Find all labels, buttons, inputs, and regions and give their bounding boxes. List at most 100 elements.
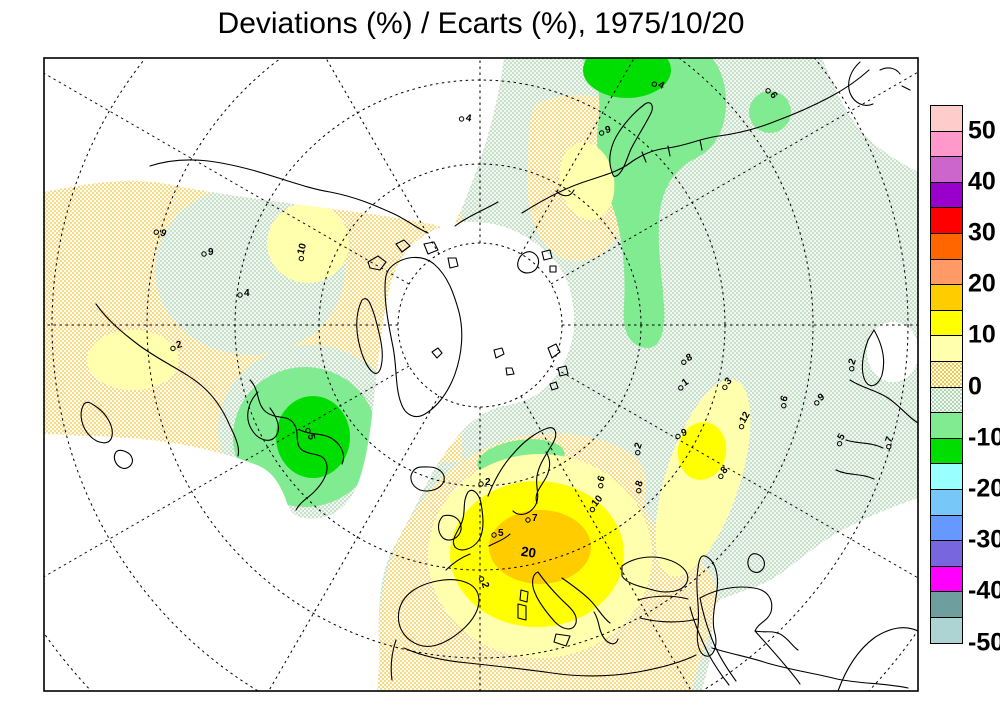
svg-text:5: 5 — [836, 432, 849, 443]
station-marker: 8 — [634, 479, 646, 494]
graticule-meridian — [550, 71, 918, 285]
coastline-balkans-greece — [561, 577, 619, 645]
colorbar-cell-pos_45_50 — [930, 130, 963, 158]
station-marker: 6 — [765, 88, 780, 101]
graticule-meridian — [44, 72, 410, 285]
coastline-uk-ireland — [437, 489, 484, 551]
svg-text:9: 9 — [680, 427, 689, 439]
svg-text:20: 20 — [520, 544, 537, 561]
svg-text:9: 9 — [208, 247, 214, 258]
station-marker: 7 — [884, 435, 896, 450]
colorbar-tick-label: -30 — [968, 525, 1000, 554]
svg-text:5: 5 — [305, 433, 317, 441]
svg-text:6: 6 — [767, 90, 779, 101]
region-siberia-minus5 — [580, 58, 727, 349]
svg-text:5: 5 — [498, 528, 504, 539]
coastline-black-sea — [621, 556, 689, 593]
region-no-data-east-patch — [867, 322, 918, 382]
coastline-italy — [517, 571, 577, 647]
svg-text:6: 6 — [779, 394, 791, 403]
station-marker: 1 — [678, 376, 691, 391]
coastline-okhotsk — [835, 329, 918, 480]
coastline-iceland — [410, 466, 445, 492]
station-marker: 5 — [836, 432, 849, 447]
coastline-greenland — [384, 256, 463, 418]
station-marker: 2 — [478, 477, 491, 488]
coastline-arabia — [689, 586, 801, 686]
colorbar-cell-neg_20_25 — [930, 489, 963, 516]
colorbar-cell-neg_35_40 — [930, 565, 963, 593]
svg-text:9: 9 — [604, 124, 612, 136]
colorbar-tick-label: -20 — [968, 474, 1000, 503]
coastline-north-africa — [390, 639, 697, 681]
svg-text:2: 2 — [633, 441, 645, 450]
coastline-severnaya-zemlya — [547, 343, 569, 391]
svg-text:7: 7 — [884, 435, 896, 444]
region-gulf-alaska-plus5 — [87, 330, 179, 390]
graticule-meridian — [520, 395, 692, 691]
colorbar-tick-label: 0 — [968, 372, 982, 401]
page-title: Deviations (%) / Ecarts (%), 1975/10/20 — [217, 7, 745, 40]
coastline-na-west — [95, 303, 240, 457]
station-marker: 4 — [458, 113, 473, 125]
region-quebec-minus10 — [276, 396, 350, 478]
svg-text:2: 2 — [175, 339, 184, 351]
graticule-meridian — [268, 395, 440, 691]
svg-text:9: 9 — [816, 391, 827, 403]
colorbar-cell-stipple_yellow — [930, 361, 963, 388]
colorbar-cell-pos_15_20 — [930, 284, 963, 311]
colorbar-cell-neg_5_10 — [930, 412, 963, 439]
svg-text:2: 2 — [847, 357, 859, 366]
region-arctic-minus10 — [583, 58, 671, 98]
station-marker: 2 — [847, 357, 859, 372]
station-marker: 12 — [738, 410, 753, 430]
coastline-novaya-zemlya — [609, 102, 653, 177]
svg-text:10: 10 — [296, 242, 310, 256]
svg-text:2: 2 — [485, 477, 491, 488]
station-marker: 6 — [779, 394, 791, 409]
svg-text:12: 12 — [738, 410, 753, 426]
colorbar-tick-label: 20 — [968, 269, 996, 298]
colorbar-cell-pos_30_35 — [930, 207, 963, 234]
station-marker: 9 — [153, 228, 168, 241]
coastline-bc-islands — [80, 401, 133, 469]
region-polar-night-cap — [398, 243, 562, 407]
coastline-north-sea — [445, 533, 511, 571]
svg-text:4: 4 — [465, 113, 473, 125]
svg-text:4: 4 — [244, 288, 250, 299]
colorbar-tick-label: -10 — [968, 423, 1000, 452]
svg-text:8: 8 — [684, 352, 694, 365]
graticule-meridian — [44, 365, 410, 578]
coastline-polar-islets — [431, 347, 515, 376]
station-marker: 6 — [596, 474, 608, 489]
coastline-chukchi — [454, 201, 499, 227]
station-marker: 2 — [479, 576, 491, 590]
coastline-aleutians — [149, 159, 429, 234]
region-no-data-west — [44, 58, 575, 691]
coastline-siberia — [521, 69, 870, 214]
station-marker: 9 — [675, 427, 689, 439]
colorbar-cell-pos_25_30 — [930, 233, 963, 260]
colorbar-cell-pos_50_55 — [930, 105, 963, 132]
colorbar-cell-neg_45_50 — [930, 617, 963, 644]
graticule-circle — [146, 58, 814, 659]
colorbar-cell-neg_10_15 — [930, 437, 963, 465]
region-no-data-northeast — [822, 58, 918, 172]
region-europe-plus15 — [489, 510, 591, 584]
coastline-norway — [487, 427, 557, 515]
colorbar-cell-pos_20_25 — [930, 258, 963, 286]
svg-text:9: 9 — [158, 228, 168, 241]
colorbar-cell-neg_25_30 — [930, 514, 963, 542]
colorbar-cell-pos_40_45 — [930, 156, 963, 183]
coastline-arctic-islands — [367, 239, 459, 271]
station-marker: 10 — [296, 242, 310, 262]
station-marker: 4 — [651, 80, 666, 92]
colorbar-cell-pos_35_40 — [930, 181, 963, 209]
station-marker: 4 — [237, 288, 250, 299]
svg-text:2: 2 — [479, 581, 491, 590]
colorbar-tick-label: 40 — [968, 167, 996, 196]
colorbar-cell-pos_10_15 — [930, 309, 963, 337]
station-marker: 5 — [305, 427, 317, 441]
